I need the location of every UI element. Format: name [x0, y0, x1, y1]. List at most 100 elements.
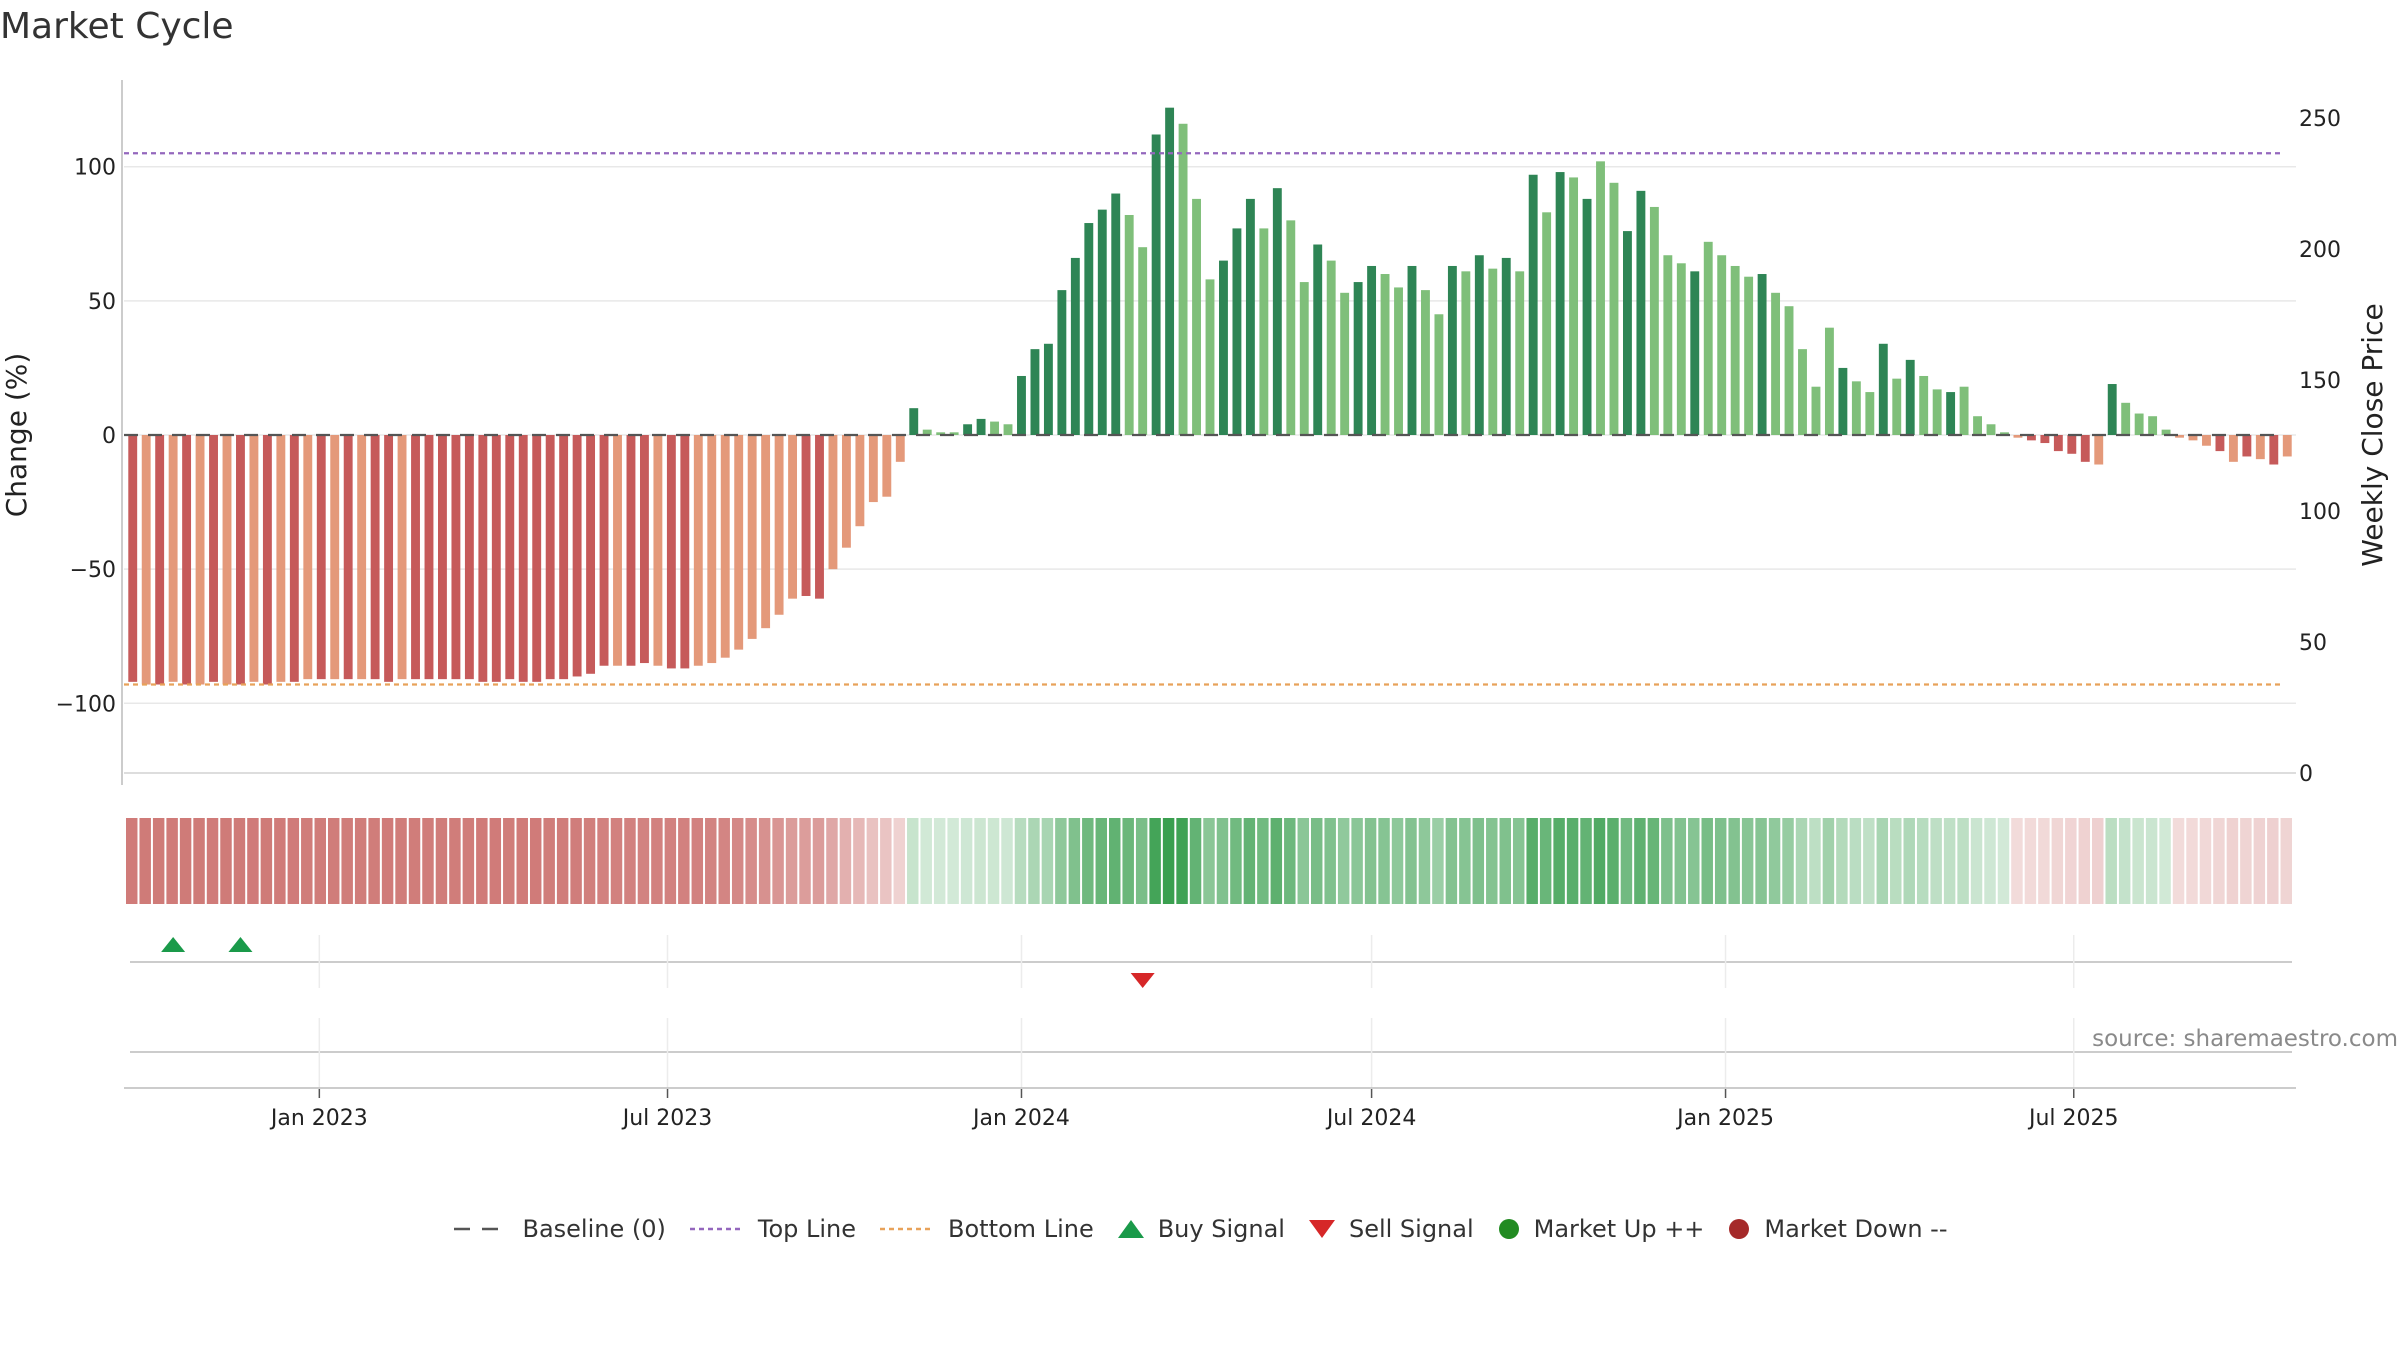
x-tick-label: Jan 2024: [971, 1106, 1070, 1131]
y2-tick-label: 150: [2299, 369, 2341, 394]
heat-cell: [933, 818, 946, 904]
heat-cell: [1351, 818, 1363, 904]
bar: [1003, 424, 1013, 435]
legend: Baseline (0) Top Line Bottom Line Buy Si…: [0, 1215, 2400, 1243]
y2-tick-label: 100: [2299, 500, 2341, 525]
top-line-swatch: [689, 1227, 744, 1231]
heat-cell: [354, 818, 367, 904]
bar: [1717, 255, 1727, 435]
bar: [424, 435, 434, 680]
bar: [559, 435, 569, 680]
y2-tick-label: 0: [2299, 762, 2313, 787]
bar: [1730, 265, 1740, 435]
bar: [788, 435, 798, 599]
bar: [222, 435, 232, 685]
bar: [1771, 292, 1781, 435]
bar: [2202, 435, 2211, 446]
heat-cell: [731, 818, 744, 904]
bar: [478, 435, 488, 682]
bar: [182, 435, 192, 685]
bar: [936, 432, 946, 435]
bar: [639, 435, 649, 664]
bar: [841, 435, 851, 548]
bar: [572, 435, 582, 677]
heat-cell: [1553, 818, 1565, 904]
heat-cell: [381, 818, 394, 904]
heat-cell: [705, 818, 717, 904]
legend-item-buy-signal: Buy Signal: [1116, 1215, 1285, 1243]
bar: [438, 435, 447, 680]
heat-cell: [1324, 818, 1336, 904]
sell-signal-marker: [1130, 973, 1155, 988]
bar: [1488, 268, 1498, 435]
heat-cell: [2159, 818, 2171, 904]
bar: [1097, 209, 1107, 435]
heat-cell: [1863, 818, 1875, 904]
reference-lines: [124, 152, 2284, 686]
heat-cell: [1876, 818, 1889, 904]
heat-cell: [301, 818, 313, 904]
heat-cell: [2280, 818, 2292, 904]
bar: [1528, 174, 1538, 435]
heat-cell: [193, 818, 205, 904]
bar: [1474, 255, 1484, 435]
heat-cell: [2213, 818, 2225, 904]
bar: [1609, 182, 1619, 435]
bar: [1676, 263, 1686, 435]
heat-cell: [772, 818, 784, 904]
heat-cell: [2118, 818, 2131, 904]
bar: [1757, 274, 1767, 435]
heat-cell: [1378, 818, 1390, 904]
heat-cell: [1014, 818, 1027, 904]
bar: [1407, 265, 1417, 435]
legend-label-top-line: Top Line: [757, 1215, 857, 1243]
legend-item-sell-signal: Sell Signal: [1307, 1215, 1474, 1243]
heat-cell: [1795, 818, 1808, 904]
heat-cell: [2145, 818, 2158, 904]
bar: [1851, 381, 1861, 435]
heat-cell: [1984, 818, 1996, 904]
heat-cell: [2092, 818, 2104, 904]
heat-cell: [1432, 818, 1444, 904]
bar: [2161, 429, 2171, 435]
bar: [1784, 306, 1794, 435]
bar: [734, 435, 744, 650]
heat-cell: [1512, 818, 1525, 904]
heat-cell: [920, 818, 932, 904]
heat-cell: [866, 818, 879, 904]
heat-cell: [664, 818, 677, 904]
heat-cell: [1405, 818, 1417, 904]
bar: [1865, 392, 1875, 435]
heat-cell: [152, 818, 165, 904]
heat-cell: [1243, 818, 1256, 904]
heat-cell: [893, 818, 906, 904]
heat-cell: [1957, 818, 1969, 904]
heat-cell: [1472, 818, 1485, 904]
y2-tick-label: 200: [2299, 238, 2341, 263]
bar: [1798, 349, 1807, 435]
baseline-swatch: [454, 1227, 509, 1231]
bar: [1259, 228, 1269, 435]
heat-cell: [718, 818, 730, 904]
heat-cell: [785, 818, 798, 904]
heat-cell: [247, 818, 259, 904]
bar: [1434, 314, 1444, 435]
bar: [1838, 367, 1848, 435]
bar: [1286, 220, 1296, 435]
heat-cell: [1768, 818, 1781, 904]
heat-cell: [758, 818, 771, 904]
heat-cell: [2186, 818, 2198, 904]
bar: [464, 435, 474, 680]
bar: [613, 435, 622, 666]
heat-cell: [1055, 818, 1067, 904]
heat-cell: [179, 818, 192, 904]
bar: [209, 435, 218, 682]
legend-label-buy-signal: Buy Signal: [1157, 1215, 1285, 1243]
heat-cell: [1997, 818, 2010, 904]
bar: [949, 432, 959, 435]
heat-cell: [2267, 818, 2279, 904]
bar: [1326, 260, 1336, 435]
heat-cell: [462, 818, 475, 904]
heat-cell: [1916, 818, 1929, 904]
heat-cell: [1162, 818, 1175, 904]
